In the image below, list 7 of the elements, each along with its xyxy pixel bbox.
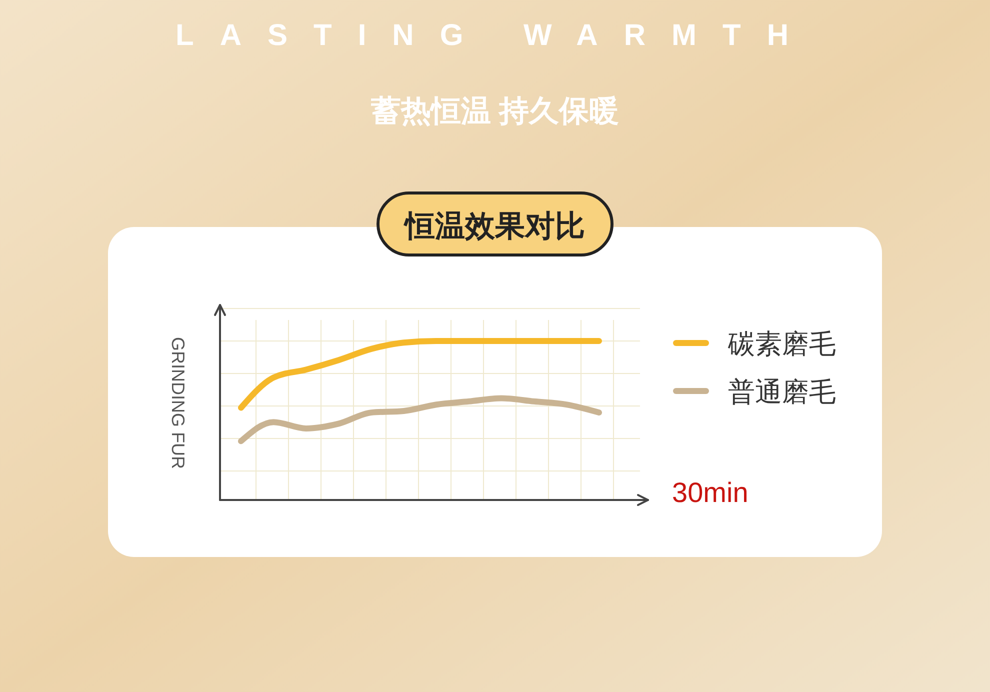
text: 恒温效果对比 [403,210,585,243]
chart-subtitle: 蓄热恒温 持久保暖 [370,95,620,128]
chart-title: LASTING WARMTH [176,19,814,52]
legend-label: 普通磨毛 [728,377,836,407]
legend-label: 碳素磨毛 [727,329,836,359]
y-axis-title: GRINDING FUR [168,337,188,469]
x-axis-title: 30min [672,477,748,508]
